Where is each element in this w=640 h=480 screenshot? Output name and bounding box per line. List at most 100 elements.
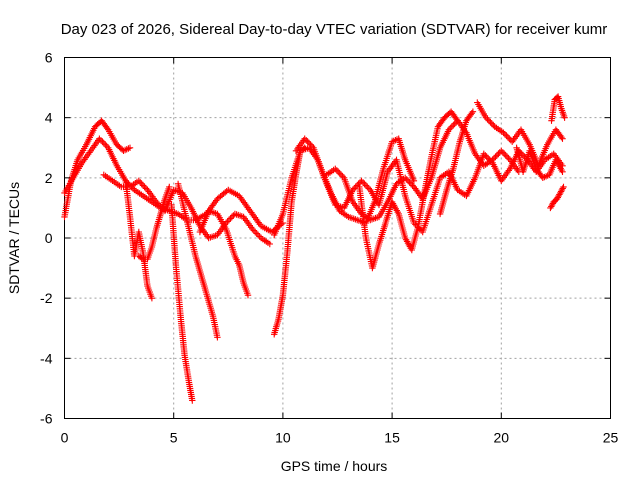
data-point xyxy=(336,170,343,177)
data-point xyxy=(123,179,131,186)
data-point xyxy=(403,176,410,183)
data-point xyxy=(355,180,362,188)
data-point xyxy=(189,397,196,404)
data-point xyxy=(480,150,487,157)
data-point xyxy=(305,140,313,147)
x-tick-label: 25 xyxy=(603,430,619,446)
data-point xyxy=(448,123,455,130)
data-point xyxy=(559,185,566,192)
data-point xyxy=(138,254,145,262)
data-point xyxy=(404,177,412,184)
data-point xyxy=(304,138,311,145)
y-tick-label: 4 xyxy=(45,110,53,126)
data-point xyxy=(227,215,234,222)
data-point xyxy=(493,152,501,159)
data-point xyxy=(482,114,490,121)
data-point xyxy=(506,135,513,142)
data-point xyxy=(504,134,512,141)
data-point xyxy=(469,108,477,115)
data-point xyxy=(451,120,458,127)
data-point xyxy=(487,119,494,126)
data-point xyxy=(266,240,273,248)
data-point xyxy=(307,141,314,148)
data-point xyxy=(100,140,107,147)
grid-lines xyxy=(64,57,611,419)
data-points xyxy=(61,93,568,404)
chart-title: Day 023 of 2026, Sidereal Day-to-day VTE… xyxy=(61,21,608,38)
data-point xyxy=(362,182,370,189)
data-point xyxy=(126,144,134,151)
x-axis-label: GPS time / hours xyxy=(281,458,388,474)
data-point xyxy=(402,174,409,181)
data-point xyxy=(498,147,505,154)
data-point xyxy=(499,149,506,156)
data-point xyxy=(254,231,262,239)
data-point xyxy=(141,183,148,191)
series-sat-e xyxy=(135,183,173,263)
series-sat-n xyxy=(436,108,477,218)
series-sat-r xyxy=(547,183,567,212)
data-point xyxy=(137,179,144,186)
data-point xyxy=(224,218,231,225)
data-point xyxy=(488,120,495,127)
data-point xyxy=(489,156,496,163)
x-tick-label: 5 xyxy=(170,430,178,446)
x-tick-label: 10 xyxy=(275,430,291,446)
data-point xyxy=(333,167,340,174)
data-point xyxy=(358,177,365,184)
data-point xyxy=(410,219,418,227)
series-sat-p xyxy=(513,144,566,181)
data-point xyxy=(445,126,453,133)
data-point xyxy=(501,150,508,157)
data-point xyxy=(153,198,160,206)
series-sat-b xyxy=(61,135,287,236)
data-point xyxy=(492,153,499,160)
data-point xyxy=(484,116,491,123)
data-point xyxy=(252,228,259,236)
data-point xyxy=(138,180,145,188)
data-point xyxy=(502,152,509,159)
data-point xyxy=(249,225,256,233)
data-point xyxy=(129,185,137,192)
series-sat-g xyxy=(174,180,221,341)
series-sat-h xyxy=(196,207,252,299)
data-point xyxy=(490,155,498,162)
data-point xyxy=(253,230,260,237)
x-tick-label: 15 xyxy=(384,430,400,446)
series-sat-f xyxy=(168,201,196,404)
data-point xyxy=(485,117,493,124)
data-point xyxy=(365,185,372,192)
data-point xyxy=(301,135,308,142)
y-tick-label: 2 xyxy=(45,170,53,186)
series-sat-d xyxy=(122,177,156,302)
data-point xyxy=(142,185,150,192)
data-point xyxy=(214,334,221,341)
data-point xyxy=(410,177,418,184)
data-point xyxy=(560,183,567,191)
data-point xyxy=(501,131,509,138)
data-point xyxy=(503,153,511,160)
data-point xyxy=(450,122,457,129)
data-point xyxy=(482,152,489,159)
data-point xyxy=(250,227,257,234)
data-point xyxy=(490,122,497,129)
series-sat-k xyxy=(292,135,418,227)
data-point xyxy=(453,116,460,123)
data-point xyxy=(103,125,111,132)
y-tick-label: -4 xyxy=(40,350,53,366)
data-point xyxy=(154,200,161,207)
series-sat-i xyxy=(271,144,308,338)
data-point xyxy=(495,150,502,157)
y-tick-label: 6 xyxy=(45,50,53,66)
data-point xyxy=(500,129,507,136)
data-point xyxy=(468,110,475,117)
data-point xyxy=(409,182,416,189)
data-point xyxy=(483,153,490,160)
data-point xyxy=(139,182,147,189)
series-sat-a xyxy=(61,117,134,221)
data-point xyxy=(303,137,310,144)
data-point xyxy=(351,185,358,192)
series-sat-m xyxy=(356,108,461,272)
y-tick-label: 0 xyxy=(45,230,53,246)
